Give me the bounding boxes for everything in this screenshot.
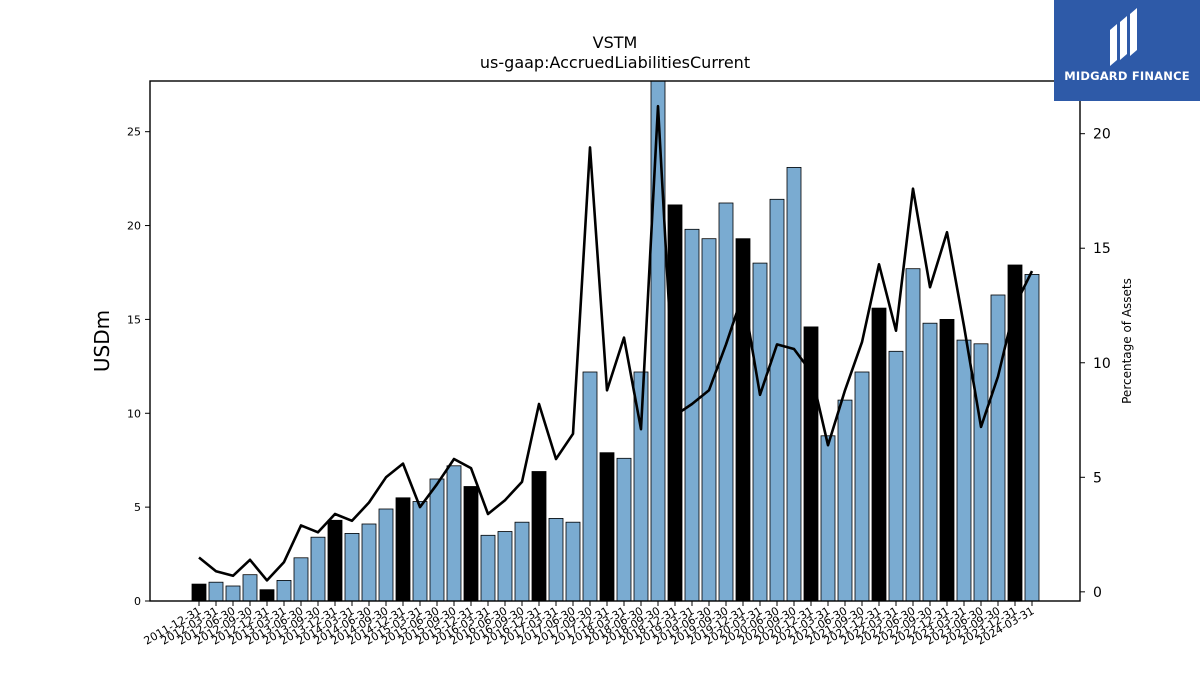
- bar-2012-06-30: [225, 585, 241, 602]
- bar-2024-03-31: [1024, 273, 1040, 602]
- bar-2015-03-31: [412, 501, 428, 602]
- bar-2023-09-30: [990, 294, 1006, 602]
- bar-2020-09-30: [786, 166, 802, 602]
- y2-tick-label: 20: [1093, 127, 1111, 143]
- logo-mark-icon: [1110, 8, 1137, 66]
- y2-tick-label: 0: [1093, 585, 1102, 601]
- bar-2015-06-30: [429, 478, 445, 602]
- bar-2022-06-30: [905, 268, 921, 602]
- bar-2015-12-31: [463, 486, 479, 602]
- bar-2016-06-30: [497, 531, 513, 602]
- bar-2015-09-30: [446, 465, 462, 602]
- bar-2017-03-31: [548, 518, 564, 602]
- logo-text: MIDGARD FINANCE: [1064, 69, 1190, 83]
- bar-2014-09-30: [378, 508, 394, 602]
- bar-2014-06-30: [361, 523, 377, 602]
- bar-2013-09-30: [310, 536, 326, 602]
- bar-2012-09-30: [242, 574, 258, 602]
- bar-2022-03-31: [888, 350, 904, 602]
- bar-2018-03-31: [616, 457, 632, 602]
- chart-subtitle: us-gaap:AccruedLiabilitiesCurrent: [480, 53, 750, 72]
- bar-2021-06-30: [837, 399, 853, 602]
- chart-title: VSTM: [593, 33, 638, 52]
- bar-2019-09-30: [718, 202, 734, 602]
- bar-2011-12-31: [191, 583, 207, 602]
- y-axis-left: 0 5 10 15 20 25: [127, 126, 150, 608]
- bar-2016-12-31: [531, 471, 547, 602]
- bar-2020-03-31: [752, 262, 768, 602]
- bar-2023-06-30: [973, 343, 989, 602]
- bar-2017-09-30: [582, 371, 598, 602]
- bars: [191, 80, 1040, 602]
- bar-2012-12-31: [259, 589, 275, 602]
- bar-2014-03-31: [344, 533, 360, 602]
- bar-2013-03-31: [276, 580, 292, 602]
- plot-frame: [149, 80, 1081, 602]
- bar-2014-12-31: [395, 497, 411, 602]
- y-axis-label: USDm: [90, 310, 114, 372]
- bar-2019-06-30: [701, 238, 717, 602]
- bar-2013-06-30: [293, 557, 309, 602]
- bar-2019-03-31: [684, 228, 700, 602]
- y2-tick-label: 15: [1093, 241, 1111, 257]
- bar-2023-12-31: [1007, 264, 1023, 602]
- bar-2021-03-31: [820, 435, 836, 602]
- bar-2017-12-31: [599, 452, 615, 602]
- y-tick-label: 10: [127, 407, 141, 420]
- y-tick-label: 0: [134, 595, 141, 608]
- bar-2021-09-30: [854, 371, 870, 602]
- bar-2018-09-30: [650, 80, 666, 602]
- bar-2020-06-30: [769, 198, 785, 602]
- bar-2016-09-30: [514, 521, 530, 602]
- bar-2021-12-31: [871, 307, 887, 602]
- bar-2017-06-30: [565, 521, 581, 602]
- bar-2022-09-30: [922, 322, 938, 602]
- bar-2012-03-31: [208, 581, 224, 602]
- percentage-line: [198, 104, 1034, 582]
- y-tick-label: 25: [127, 126, 141, 139]
- x-axis: 2011-12-312012-03-312012-06-302012-09-30…: [142, 601, 1037, 648]
- y-tick-label: 15: [127, 313, 141, 326]
- y2-tick-label: 10: [1093, 356, 1111, 372]
- y-tick-label: 5: [134, 501, 141, 514]
- y2-axis-label: Percentage of Assets: [1120, 278, 1134, 404]
- y-tick-label: 20: [127, 220, 141, 233]
- bar-2016-03-31: [480, 534, 496, 602]
- bar-2013-12-31: [327, 519, 343, 602]
- bar-2020-12-31: [803, 326, 819, 602]
- y2-tick-label: 5: [1093, 470, 1102, 486]
- bar-2022-12-31: [939, 318, 955, 602]
- midgard-finance-logo: MIDGARD FINANCE: [1054, 0, 1200, 101]
- y-axis-right: 0 5 10 15 20: [1080, 127, 1111, 601]
- bar-2023-03-31: [956, 339, 972, 602]
